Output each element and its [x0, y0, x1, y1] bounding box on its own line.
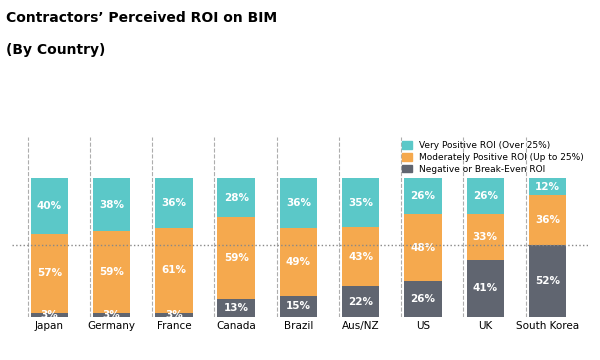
Text: 43%: 43% — [348, 252, 373, 262]
Legend: Very Positive ROI (Over 25%), Moderately Positive ROI (Up to 25%), Negative or B: Very Positive ROI (Over 25%), Moderately… — [403, 141, 583, 174]
Bar — [404, 281, 442, 317]
Bar — [529, 178, 566, 195]
Text: 3%: 3% — [165, 310, 183, 320]
Bar — [280, 296, 317, 317]
Text: 33%: 33% — [473, 232, 498, 242]
Bar — [31, 312, 68, 317]
Text: 13%: 13% — [224, 303, 248, 313]
Bar — [217, 178, 255, 217]
Bar — [404, 178, 442, 214]
Text: 61%: 61% — [161, 265, 187, 275]
Text: 15%: 15% — [286, 301, 311, 311]
Text: 38%: 38% — [99, 200, 124, 210]
Bar — [467, 178, 504, 214]
Text: (By Country): (By Country) — [6, 43, 106, 57]
Text: 12%: 12% — [535, 182, 560, 192]
Bar — [155, 228, 193, 312]
Bar — [467, 214, 504, 260]
Text: Contractors’ Perceived ROI on BIM: Contractors’ Perceived ROI on BIM — [6, 11, 277, 25]
Text: 36%: 36% — [161, 198, 187, 208]
Text: 41%: 41% — [473, 283, 498, 293]
Bar — [93, 312, 130, 317]
Bar — [342, 178, 379, 227]
Text: 59%: 59% — [99, 267, 124, 277]
Text: 3%: 3% — [103, 310, 121, 320]
Bar — [280, 228, 317, 296]
Bar — [342, 227, 379, 286]
Bar — [155, 178, 193, 228]
Text: 22%: 22% — [348, 297, 373, 307]
Bar — [342, 286, 379, 317]
Text: 3%: 3% — [40, 310, 58, 320]
Bar — [31, 234, 68, 312]
Bar — [155, 312, 193, 317]
Text: 57%: 57% — [37, 268, 62, 278]
Text: 35%: 35% — [348, 198, 373, 208]
Bar — [529, 245, 566, 317]
Text: 36%: 36% — [286, 198, 311, 208]
Bar — [31, 178, 68, 234]
Bar — [404, 214, 442, 281]
Text: 49%: 49% — [286, 257, 311, 267]
Text: 36%: 36% — [535, 215, 560, 225]
Bar — [93, 178, 130, 231]
Bar — [529, 195, 566, 245]
Text: 26%: 26% — [410, 191, 436, 201]
Bar — [93, 231, 130, 312]
Text: 26%: 26% — [473, 191, 498, 201]
Bar — [280, 178, 317, 228]
Text: 40%: 40% — [37, 201, 62, 211]
Bar — [217, 217, 255, 299]
Text: 48%: 48% — [410, 243, 436, 253]
Text: 28%: 28% — [224, 193, 248, 203]
Bar — [217, 299, 255, 317]
Bar — [467, 260, 504, 317]
Text: 52%: 52% — [535, 276, 560, 286]
Text: 59%: 59% — [224, 253, 248, 263]
Text: 26%: 26% — [410, 294, 436, 304]
